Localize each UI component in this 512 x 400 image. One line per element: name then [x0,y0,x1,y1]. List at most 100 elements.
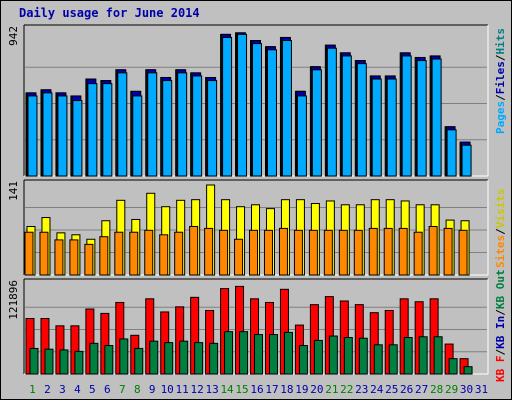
day-label: 31 [475,383,488,396]
pages-bar [311,69,322,177]
pages-bar [341,55,352,177]
pages-bar [27,95,38,177]
pages-bar [386,78,397,177]
day-label: 11 [176,383,189,396]
kb-out-bar [373,344,383,375]
pages-bar [177,72,188,177]
pages-bar [281,40,292,177]
day-label: 24 [370,383,384,396]
kb-out-bar [463,366,473,375]
pages-bar [42,92,53,177]
sites-bar [24,231,34,276]
kb-out-bar [194,342,204,375]
top-max-label: 942 [7,26,20,46]
sites-bar [249,229,259,276]
day-label: 21 [325,383,338,396]
day-label: 2 [44,383,51,396]
pages-bar [371,78,382,177]
legend-kb-in: KB In [494,316,507,349]
pages-bar [222,36,233,177]
pages-bar [326,47,337,177]
kb-out-bar [104,345,114,375]
day-label: 8 [134,383,141,396]
kb-out-bar [239,331,249,375]
legend-separator: / [494,309,507,316]
pages-bar [72,100,83,177]
sites-bar [458,229,468,276]
sites-bar [308,229,318,276]
day-label: 27 [415,383,428,396]
sites-bar [159,234,169,276]
pages-bar [461,144,472,177]
sites-bar [428,225,438,276]
day-label: 25 [385,383,398,396]
sites-bar [204,227,214,276]
day-label: 18 [280,383,293,396]
day-label: 15 [235,383,248,396]
day-label: 9 [149,383,156,396]
legend-separator: / [494,94,507,101]
pages-bar [162,80,173,177]
sites-bar [443,227,453,276]
sites-bar [144,229,154,276]
sites-bar [278,227,288,276]
pages-bar [401,55,412,177]
pages-bar [57,95,68,177]
day-label: 4 [74,383,81,396]
kb-out-bar [448,358,458,375]
kb-out-bar [164,342,174,375]
kb-out-bar [89,342,99,375]
kb-out-bar [298,345,308,375]
day-label: 6 [104,383,111,396]
day-label: 28 [430,383,443,396]
day-label: 3 [59,383,66,396]
legend-files: Files [494,61,507,94]
pages-bar [431,58,442,177]
sites-bar [129,231,139,276]
legend-separator: / [494,54,507,61]
kb-out-bar [179,340,189,375]
sites-bar [398,227,408,276]
legend-pages: Pages [494,101,507,134]
sites-bar [219,229,229,276]
pages-bar [296,95,307,177]
sites-bar [353,229,363,276]
kb-out-bar [29,347,39,375]
bottom-legend: KB F/KB In/KB Out [494,269,507,382]
sites-bar [114,231,124,276]
sites-bar [174,231,184,276]
kb-out-bar [358,337,368,375]
day-label: 23 [355,383,368,396]
pages-bar [266,49,277,177]
day-label: 14 [220,383,234,396]
top-legend: Pages/Files/Hits [494,28,507,134]
kb-out-bar [254,334,264,375]
sites-bar [69,239,79,276]
sites-bar [323,229,333,276]
sites-bar [234,238,244,276]
middle-max-label: 141 [7,181,20,201]
kb-out-bar [418,336,428,375]
sites-bar [368,227,378,276]
kb-out-bar [224,331,234,375]
day-label: 13 [205,383,218,396]
sites-bar [54,239,64,276]
kb-out-bar [328,335,338,375]
sites-bar [189,225,199,276]
legend-separator: / [494,228,507,235]
day-label: 20 [310,383,323,396]
day-label: 29 [445,383,458,396]
kb-out-bar [343,336,353,375]
pages-bar [446,129,457,177]
pages-bar [207,80,218,177]
legend-kb-f: KB F [494,356,507,383]
pages-bar [87,83,98,177]
kb-out-bar [283,331,293,375]
kb-out-bar [134,347,144,375]
day-label: 5 [89,383,96,396]
day-label: 1 [29,383,36,396]
sites-bar [338,229,348,276]
legend-kb-out: KB Out [494,269,507,309]
sites-bar [293,229,303,276]
